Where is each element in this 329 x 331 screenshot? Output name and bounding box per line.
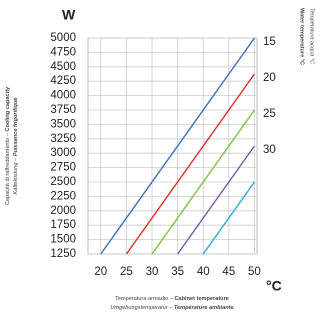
x-label: Umgebungstemperatur – Température ambian… (110, 305, 233, 311)
series-label: 15 (263, 36, 276, 48)
y-tick-label: 2250 (50, 190, 76, 202)
series-line (151, 109, 256, 255)
y-tick-label: 3500 (50, 118, 76, 130)
x-tick-label: 35 (171, 266, 184, 278)
x-tick-label: 40 (197, 266, 210, 278)
x-label: Temperatura armadio – Cabinet temperatur… (115, 296, 229, 302)
y-tick-label: 5000 (50, 32, 76, 44)
series-line (177, 145, 256, 255)
series-line (125, 73, 256, 255)
x-tick-label: 45 (222, 266, 235, 278)
x-label-part: Temperatura armadio – (115, 296, 174, 302)
x-tick-label: 50 (248, 266, 261, 278)
y-tick-label: 4250 (50, 75, 76, 87)
x-tick-label: 25 (120, 266, 133, 278)
y-tick-label: 4750 (50, 46, 76, 58)
y-tick-label: 3250 (50, 133, 76, 145)
x-tick-label: 20 (94, 266, 107, 278)
y-tick-label: 1750 (50, 219, 76, 231)
y-label-part: Kälteleistung – (13, 156, 19, 194)
y-tick-label: 2000 (50, 205, 76, 217)
y-label-part: Cooling capacity (5, 86, 11, 132)
y2-label: Water temperature °C (299, 8, 305, 65)
series-line (100, 37, 256, 255)
y2-label: Temperatura acqua °C (309, 8, 315, 65)
y-label: Kälteleistung – Puissance frigorifique (13, 98, 19, 195)
x-tick-label: 30 (146, 266, 159, 278)
y-label-part: Capacità di raffreddamento – (5, 132, 11, 206)
series-line (202, 181, 256, 255)
series-label: 30 (263, 144, 276, 156)
y-unit: W (62, 7, 76, 23)
x-unit: °C (266, 278, 282, 294)
y-tick-label: 1250 (50, 248, 76, 260)
y-tick-label: 2750 (50, 162, 76, 174)
series-label: 25 (263, 108, 276, 120)
series-label: 20 (263, 72, 276, 84)
y-tick-label: 2500 (50, 176, 76, 188)
y-tick-label: 3000 (50, 147, 76, 159)
x-label-part: Cabinet temperature (174, 296, 228, 302)
y-label-part: Puissance frigorifique (13, 98, 19, 157)
x-label-part: Umgebungstemperatur – (110, 305, 173, 311)
x-label-part: Température ambiante (174, 305, 234, 311)
y-tick-label: 4500 (50, 61, 76, 73)
y-label: Capacità di raffreddamento – Cooling cap… (5, 86, 11, 205)
y-tick-label: 1500 (50, 234, 76, 246)
y-tick-label: 3750 (50, 104, 76, 116)
y-tick-label: 4000 (50, 90, 76, 102)
